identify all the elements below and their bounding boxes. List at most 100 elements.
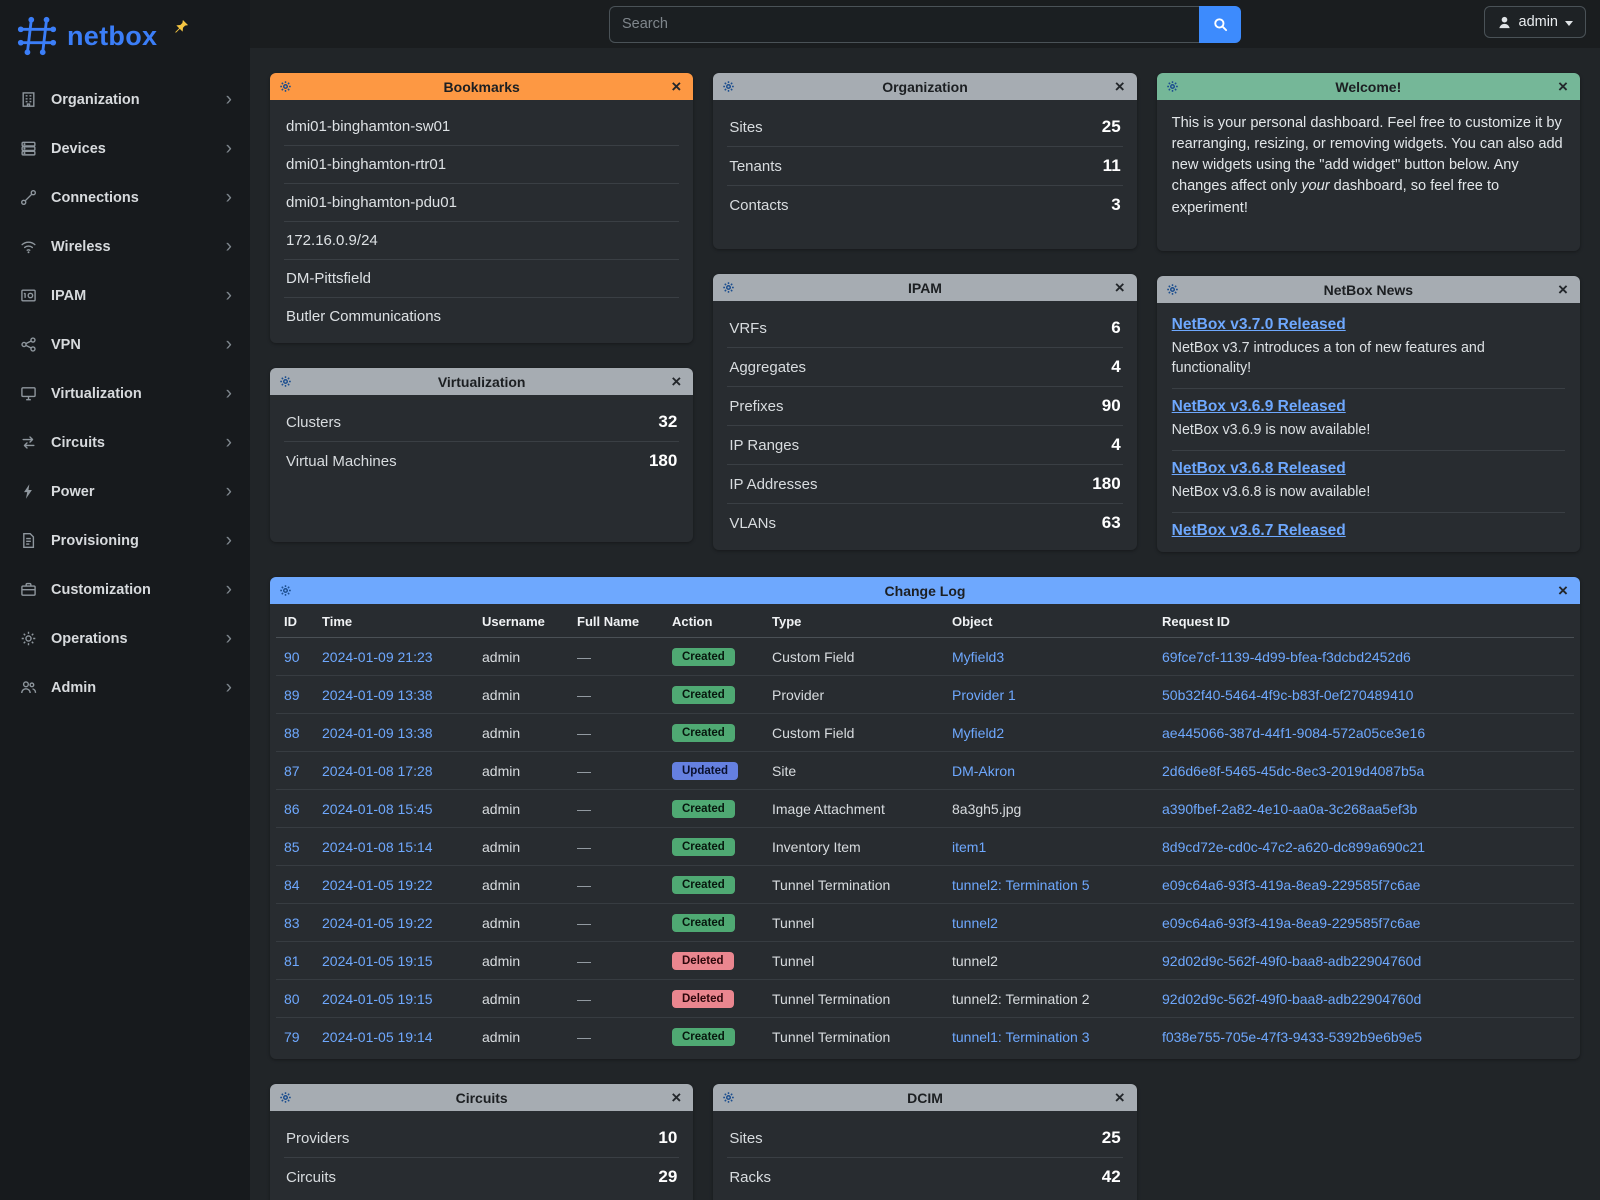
changelog-time-link[interactable]: 2024-01-05 19:15 — [322, 952, 433, 969]
close-icon[interactable]: × — [1114, 1088, 1125, 1107]
news-link[interactable]: NetBox v3.6.8 Released — [1171, 460, 1346, 478]
close-icon[interactable]: × — [671, 1088, 682, 1107]
changelog-request-id-link[interactable]: 2d6d6e8f-5465-45dc-8ec3-2019d4087b5a — [1162, 762, 1425, 779]
changelog-object[interactable]: Provider 1 — [952, 686, 1016, 703]
changelog-id-link[interactable]: 89 — [284, 686, 300, 703]
gear-icon[interactable] — [279, 375, 295, 388]
stat-row[interactable]: Providers 10 — [284, 1119, 679, 1157]
news-link[interactable]: NetBox v3.6.7 Released — [1171, 522, 1346, 540]
changelog-time-link[interactable]: 2024-01-08 17:28 — [322, 762, 433, 779]
stat-row[interactable]: Sites 25 — [727, 108, 1122, 146]
changelog-object[interactable]: Myfield2 — [952, 724, 1005, 741]
stat-row[interactable]: Virtual Machines 180 — [284, 441, 680, 480]
changelog-request-id-link[interactable]: a390fbef-2a82-4e10-aa0a-3c268aa5ef3b — [1162, 800, 1418, 817]
sidebar-item-devices[interactable]: Devices › — [0, 124, 250, 173]
bookmark-item[interactable]: dmi01-binghamton-pdu01 — [284, 183, 680, 221]
user-menu-button[interactable]: admin — [1483, 6, 1586, 38]
changelog-time-link[interactable]: 2024-01-05 19:14 — [322, 1028, 433, 1045]
changelog-object[interactable]: Myfield3 — [952, 648, 1005, 665]
changelog-time-link[interactable]: 2024-01-05 19:22 — [322, 876, 433, 893]
stat-row[interactable]: VLANs 63 — [727, 503, 1123, 542]
stat-row[interactable]: IP Addresses 180 — [727, 464, 1123, 503]
changelog-object[interactable]: tunnel2: Termination 5 — [952, 876, 1090, 893]
search-input[interactable] — [609, 5, 1199, 43]
stat-row[interactable]: Contacts 3 — [727, 185, 1123, 224]
close-icon[interactable]: × — [1558, 280, 1568, 299]
changelog-time-link[interactable]: 2024-01-08 15:45 — [322, 800, 433, 817]
close-icon[interactable]: × — [1114, 278, 1125, 297]
stat-row[interactable]: IP Ranges 4 — [727, 425, 1123, 464]
gear-icon[interactable] — [279, 584, 295, 597]
bookmark-item[interactable]: DM-Pittsfield — [284, 259, 680, 297]
pin-icon[interactable] — [174, 19, 189, 39]
close-icon[interactable]: × — [1558, 77, 1568, 96]
gear-icon[interactable] — [722, 80, 738, 93]
changelog-id-link[interactable]: 90 — [284, 648, 300, 665]
changelog-request-id-link[interactable]: 50b32f40-5464-4f9c-b83f-0ef270489410 — [1162, 686, 1414, 703]
changelog-id-link[interactable]: 83 — [284, 914, 300, 931]
changelog-id-link[interactable]: 80 — [284, 990, 300, 1007]
gear-icon[interactable] — [722, 281, 738, 294]
changelog-request-id-link[interactable]: ae445066-387d-44f1-9084-572a05ce3e16 — [1162, 724, 1426, 741]
close-icon[interactable]: × — [1558, 581, 1568, 600]
sidebar-item-power[interactable]: Power › — [0, 467, 250, 516]
changelog-object[interactable]: item1 — [952, 838, 987, 855]
search-button[interactable] — [1199, 5, 1241, 43]
stat-row[interactable]: Sites 25 — [727, 1119, 1122, 1157]
gear-icon[interactable] — [722, 1091, 738, 1104]
changelog-request-id-link[interactable]: e09c64a6-93f3-419a-8ea9-229585f7c6ae — [1162, 914, 1421, 931]
changelog-time-link[interactable]: 2024-01-09 13:38 — [322, 724, 433, 741]
changelog-id-link[interactable]: 81 — [284, 952, 300, 969]
close-icon[interactable]: × — [671, 77, 682, 96]
sidebar-item-admin[interactable]: Admin › — [0, 663, 250, 712]
changelog-time-link[interactable]: 2024-01-08 15:14 — [322, 838, 433, 855]
netbox-logo[interactable]: netbox — [0, 0, 250, 69]
sidebar-item-customization[interactable]: Customization › — [0, 565, 250, 614]
changelog-time-link[interactable]: 2024-01-09 13:38 — [322, 686, 433, 703]
stat-row[interactable]: Tenants 11 — [727, 146, 1123, 185]
sidebar-item-operations[interactable]: Operations › — [0, 614, 250, 663]
changelog-id-link[interactable]: 79 — [284, 1028, 300, 1045]
sidebar-item-virtualization[interactable]: Virtualization › — [0, 369, 250, 418]
bookmark-item[interactable]: dmi01-binghamton-sw01 — [284, 108, 679, 145]
stat-row[interactable]: Circuits 29 — [284, 1157, 680, 1196]
changelog-request-id-link[interactable]: 92d02d9c-562f-49f0-baa8-adb22904760d — [1162, 952, 1422, 969]
changelog-request-id-link[interactable]: f038e755-705e-47f3-9433-5392b9e6b9e5 — [1162, 1028, 1423, 1045]
stat-row[interactable]: Clusters 32 — [284, 403, 679, 441]
gear-icon[interactable] — [279, 80, 295, 93]
stat-row[interactable]: Racks 42 — [727, 1157, 1123, 1196]
news-link[interactable]: NetBox v3.7.0 Released — [1171, 316, 1346, 333]
sidebar-item-circuits[interactable]: Circuits › — [0, 418, 250, 467]
changelog-request-id-link[interactable]: 69fce7cf-1139-4d99-bfea-f3dcbd2452d6 — [1162, 648, 1411, 665]
stat-row[interactable]: Aggregates 4 — [727, 347, 1123, 386]
gear-icon[interactable] — [279, 1091, 295, 1104]
bookmark-item[interactable]: 172.16.0.9/24 — [284, 221, 680, 259]
close-icon[interactable]: × — [671, 372, 682, 391]
sidebar-item-ipam[interactable]: IPAM › — [0, 271, 250, 320]
changelog-object[interactable]: tunnel1: Termination 3 — [952, 1028, 1090, 1045]
changelog-time-link[interactable]: 2024-01-05 19:22 — [322, 914, 433, 931]
sidebar-item-provisioning[interactable]: Provisioning › — [0, 516, 250, 565]
sidebar-item-connections[interactable]: Connections › — [0, 173, 250, 222]
changelog-request-id-link[interactable]: 92d02d9c-562f-49f0-baa8-adb22904760d — [1162, 990, 1422, 1007]
sidebar-item-organization[interactable]: Organization › — [0, 75, 250, 124]
close-icon[interactable]: × — [1114, 77, 1125, 96]
changelog-time-link[interactable]: 2024-01-05 19:15 — [322, 990, 433, 1007]
bookmark-item[interactable]: dmi01-binghamton-rtr01 — [284, 145, 680, 183]
gear-icon[interactable] — [1166, 80, 1182, 93]
sidebar-item-vpn[interactable]: VPN › — [0, 320, 250, 369]
changelog-id-link[interactable]: 85 — [284, 838, 300, 855]
changelog-id-link[interactable]: 86 — [284, 800, 300, 817]
changelog-id-link[interactable]: 84 — [284, 876, 300, 893]
bookmark-item[interactable]: Butler Communications — [284, 297, 680, 335]
stat-row[interactable]: VRFs 6 — [727, 309, 1122, 347]
changelog-request-id-link[interactable]: e09c64a6-93f3-419a-8ea9-229585f7c6ae — [1162, 876, 1421, 893]
changelog-object[interactable]: tunnel2 — [952, 914, 998, 931]
changelog-id-link[interactable]: 87 — [284, 762, 300, 779]
stat-row[interactable]: Prefixes 90 — [727, 386, 1123, 425]
sidebar-item-wireless[interactable]: Wireless › — [0, 222, 250, 271]
changelog-object[interactable]: DM-Akron — [952, 762, 1016, 779]
news-link[interactable]: NetBox v3.6.9 Released — [1171, 398, 1346, 416]
changelog-time-link[interactable]: 2024-01-09 21:23 — [322, 648, 433, 665]
changelog-request-id-link[interactable]: 8d9cd72e-cd0c-47c2-a620-dc899a690c21 — [1162, 838, 1426, 855]
